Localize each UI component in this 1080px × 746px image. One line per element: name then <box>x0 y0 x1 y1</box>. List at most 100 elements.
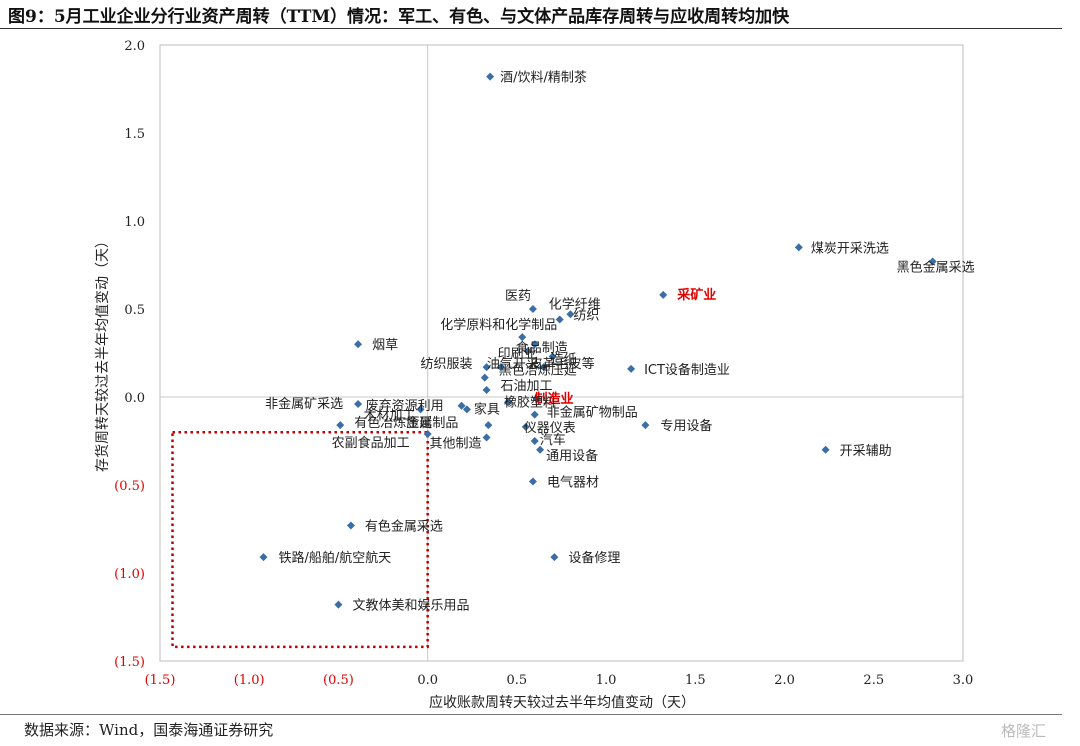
data-point-label: 黑色冶炼压延 <box>499 363 577 379</box>
y-tick-label: 0.0 <box>124 391 145 406</box>
x-axis-title: 应收账款周转天较过去半年均值变动（天） <box>429 694 695 711</box>
data-point-label: 文教体美和娱乐用品 <box>352 598 469 614</box>
y-axis-title: 存货周转天较过去半年均值变动（天） <box>94 234 111 472</box>
page-title: 图9：5月工业企业分行业资产周转（TTM）情况：军工、有色、与文体产品库存周转与… <box>8 7 790 27</box>
data-point-marker <box>480 373 489 382</box>
data-point-label: 农副食品加工 <box>332 435 410 451</box>
data-point-label: 油气开采 <box>487 356 539 372</box>
data-point-marker <box>496 363 505 372</box>
data-point-marker <box>566 310 575 319</box>
data-point-label: 制造业 <box>535 391 574 407</box>
data-point-label: 烟草 <box>372 338 398 353</box>
data-point-marker <box>530 437 539 445</box>
data-point-label: 开采辅助 <box>840 444 892 459</box>
data-point-label: ICT设备制造业 <box>644 362 730 378</box>
data-point-marker <box>259 553 268 562</box>
data-point-label: 专用设备 <box>660 418 712 434</box>
y-axis-ticks: (1.5) (1.0) (0.5) 0.0 0.5 1.0 1.5 2.0 <box>114 39 145 670</box>
x-tick-label: 1.0 <box>596 673 617 688</box>
data-point-marker <box>536 445 545 454</box>
data-point-label: 废弃资源利用 <box>366 398 444 414</box>
data-point-marker <box>530 340 539 349</box>
data-point-label: 化学原料和化学制品 <box>440 317 557 333</box>
data-point-label: 石油加工 <box>501 379 553 394</box>
title-divider <box>0 28 1062 29</box>
data-point-label: 仪器仪表 <box>524 421 576 436</box>
data-point-label: 采矿业 <box>676 287 716 303</box>
data-point-marker <box>346 521 355 530</box>
data-point-marker <box>336 421 345 430</box>
data-point-label: 电气器材 <box>547 474 599 490</box>
data-point-marker <box>518 333 527 342</box>
data-point-marker <box>928 257 937 266</box>
data-point-label: 医药 <box>505 289 531 304</box>
data-point-marker <box>659 290 668 299</box>
data-point-label: 金属制品 <box>406 415 458 431</box>
data-point-marker <box>550 553 559 562</box>
data-point-marker <box>627 364 636 373</box>
data-point-label: 有色冶炼压延 <box>354 415 432 431</box>
data-point-label: 铁路/船舶/航空航天 <box>278 550 391 566</box>
data-point-label: 酒/饮料/精制茶 <box>500 70 587 86</box>
data-point-marker <box>354 340 363 349</box>
data-point-marker <box>528 477 537 486</box>
x-tick-label: (1.5) <box>145 673 176 688</box>
x-tick-label: 3.0 <box>953 673 974 688</box>
y-tick-label: 0.5 <box>124 303 145 318</box>
data-point-label: 家具 <box>474 401 500 417</box>
data-point-marker <box>457 401 466 410</box>
x-axis-ticks: (1.5) (1.0) (0.5) 0.0 0.5 1.0 1.5 2.0 2.5 3.0 <box>145 673 974 688</box>
zero-reference-lines <box>160 45 963 661</box>
data-point-label: 非金属矿物制品 <box>547 405 638 421</box>
scatter-chart: (1.5) (1.0) (0.5) 0.0 0.5 1.0 1.5 2.0 2.5 3.0 (1.… <box>94 39 975 711</box>
data-point-label: 食品制造 <box>516 340 568 356</box>
data-point-label: 设备修理 <box>568 550 620 566</box>
data-point-label: 皮革毛皮等 <box>530 356 595 372</box>
data-point-marker <box>334 600 343 609</box>
x-tick-label: 2.0 <box>774 673 795 688</box>
data-point-marker <box>482 363 491 372</box>
x-tick-label: (1.0) <box>234 673 265 688</box>
data-point-label: 汽车 <box>540 432 566 448</box>
x-tick-label: 0.5 <box>507 673 528 688</box>
data-point-marker <box>794 243 803 252</box>
y-tick-label: (1.0) <box>114 567 145 582</box>
y-tick-label: (1.5) <box>114 655 145 670</box>
data-point-marker <box>532 394 541 403</box>
x-tick-label: 0.0 <box>417 673 438 688</box>
data-point-label: 纺织 <box>573 308 599 323</box>
data-point-marker <box>523 347 532 356</box>
data-point-marker <box>641 421 650 430</box>
data-point-marker <box>521 422 530 431</box>
data-point-marker <box>482 433 491 442</box>
data-point-marker <box>354 400 363 409</box>
data-point-marker <box>486 72 495 81</box>
data-point-label: 印刷业 <box>498 347 537 362</box>
highlight-box-rect <box>171 430 429 649</box>
data-point-label: 非金属矿采选 <box>265 396 343 412</box>
data-point-marker <box>482 385 491 394</box>
data-point-marker <box>484 421 493 430</box>
data-point-marker <box>821 445 830 454</box>
source-note: 数据来源：Wind，国泰海通证券研究 <box>24 721 274 739</box>
data-point-label: 有色金属采选 <box>365 518 443 534</box>
data-point-label: 橡胶塑料 <box>504 394 556 410</box>
data-point-marker <box>503 398 512 407</box>
data-point-label: 通用设备 <box>546 448 598 464</box>
highlight-box <box>171 430 429 649</box>
data-point-marker <box>530 410 539 419</box>
data-point-marker <box>462 405 471 414</box>
data-point-marker <box>548 352 557 361</box>
data-point-label: 纺织服装 <box>421 357 473 372</box>
data-point-label: 黑色金属采选 <box>897 259 975 275</box>
y-tick-label: 1.5 <box>124 127 145 142</box>
y-tick-label: 2.0 <box>124 39 145 54</box>
x-tick-label: 2.5 <box>863 673 884 688</box>
x-tick-label: (0.5) <box>323 673 354 688</box>
data-point-label: 木材加工 <box>364 408 416 423</box>
data-point-label: 其他制造 <box>430 436 482 451</box>
x-tick-label: 1.5 <box>685 673 706 688</box>
data-points <box>259 72 937 609</box>
plot-frame <box>159 44 964 662</box>
